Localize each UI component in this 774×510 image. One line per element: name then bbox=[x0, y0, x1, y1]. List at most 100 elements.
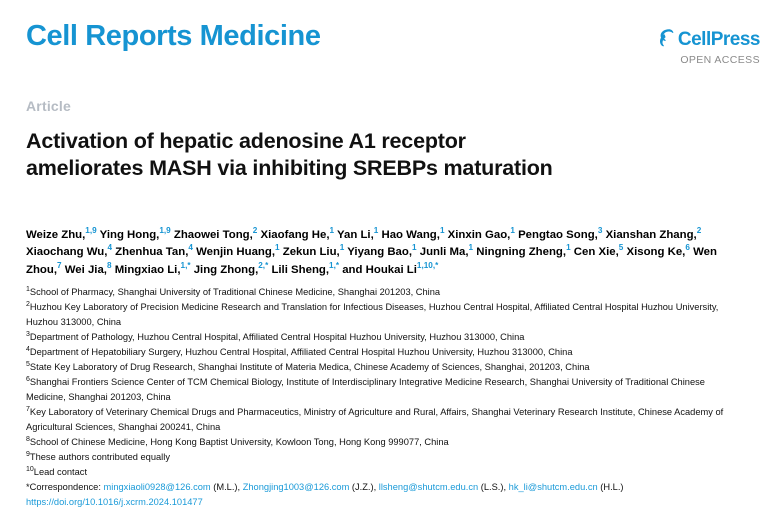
author-name: Wei Jia, bbox=[64, 263, 107, 276]
author-name: Xianshan Zhang, bbox=[605, 228, 697, 241]
title-line-2: ameliorates MASH via inhibiting SREBPs m… bbox=[26, 156, 553, 181]
affiliation-item: 4Department of Hepatobiliary Surgery, Hu… bbox=[26, 345, 746, 360]
author-affiliation-marker: 1 bbox=[510, 225, 515, 235]
author-affiliation-marker: 1 bbox=[468, 243, 474, 253]
affiliation-item: 8School of Chinese Medicine, Hong Kong B… bbox=[26, 435, 746, 450]
author-list: Weize Zhu,1,9 Ying Hong,1,9 Zhaowei Tong… bbox=[0, 197, 742, 280]
author-affiliation-marker: 3 bbox=[597, 225, 603, 235]
affiliation-marker: 7 bbox=[26, 405, 30, 413]
affiliation-marker: 2 bbox=[26, 300, 30, 308]
author-affiliation-marker: 1 bbox=[339, 243, 345, 253]
author-affiliation-marker: 1,10,* bbox=[416, 261, 439, 271]
author-affiliation-marker: 2 bbox=[696, 225, 702, 235]
masthead: Cell Reports Medicine CellPress OPEN ACC… bbox=[0, 0, 774, 78]
affiliation-item: 3Department of Pathology, Huzhou Central… bbox=[26, 330, 746, 345]
affiliations-block: 1School of Pharmacy, Shanghai University… bbox=[0, 280, 760, 510]
affiliation-text: State Key Laboratory of Drug Research, S… bbox=[29, 361, 590, 372]
page-title: Activation of hepatic adenosine A1 recep… bbox=[26, 128, 646, 182]
author-name: Xisong Ke, bbox=[626, 246, 686, 259]
cellpress-wordmark: CellPress bbox=[677, 29, 761, 50]
author-name: Yan Li, bbox=[337, 228, 374, 241]
cellpress-swirl-icon bbox=[656, 27, 675, 52]
affiliation-text: Department of Pathology, Huzhou Central … bbox=[29, 331, 525, 342]
article-type-kicker: Article bbox=[26, 98, 71, 114]
correspondence-initials: (L.S.), bbox=[478, 482, 507, 493]
author-affiliation-marker: 1 bbox=[373, 225, 379, 235]
author-name: Zhaowei Tong, bbox=[173, 228, 253, 241]
correspondence-email[interactable]: Zhongjing1003@126.com bbox=[242, 482, 350, 493]
author-affiliation-marker: 1 bbox=[412, 243, 417, 253]
author-name: Zekun Liu, bbox=[282, 246, 340, 259]
author-affiliation-marker: 4 bbox=[188, 243, 193, 253]
correspondence-initials: (J.Z.), bbox=[349, 482, 377, 493]
affiliation-item: 10Lead contact bbox=[26, 465, 746, 480]
author-name: Ningning Zheng, bbox=[476, 246, 567, 259]
author-affiliation-marker: 1,* bbox=[180, 261, 191, 271]
affiliation-text: Shanghai Frontiers Science Center of TCM… bbox=[26, 376, 705, 402]
correspondence-email[interactable]: mingxiaoli0928@126.com bbox=[103, 482, 211, 493]
author-name: Wenjin Huang, bbox=[196, 246, 275, 259]
affiliation-text: School of Pharmacy, Shanghai University … bbox=[29, 286, 441, 297]
affiliation-text: School of Chinese Medicine, Hong Kong Ba… bbox=[29, 437, 449, 448]
author-affiliation-marker: 5 bbox=[618, 243, 624, 253]
author-name: Junli Ma, bbox=[419, 246, 469, 259]
author-affiliation-marker: 1,* bbox=[329, 261, 340, 271]
author-affiliation-marker: 1,9 bbox=[159, 225, 171, 235]
cellpress-logo[interactable]: CellPress OPEN ACCESS bbox=[656, 27, 761, 66]
affiliation-text: Huzhou Key Laboratory of Precision Medic… bbox=[26, 301, 719, 327]
affiliation-text: These authors contributed equally bbox=[29, 452, 170, 463]
author-affiliation-marker: 2 bbox=[252, 225, 258, 235]
author-name: Pengtao Song, bbox=[518, 228, 598, 241]
affiliation-item: 6Shanghai Frontiers Science Center of TC… bbox=[26, 375, 746, 405]
affiliation-marker: 6 bbox=[26, 375, 30, 383]
author-name: Wen Zhou, bbox=[26, 246, 717, 276]
affiliation-text: Lead contact bbox=[33, 467, 88, 478]
article-header: Article Activation of hepatic adenosine … bbox=[0, 78, 774, 182]
author-name: Jing Zhong, bbox=[193, 263, 259, 276]
author-name: Hao Wang, bbox=[381, 228, 440, 241]
affiliation-marker: 10 bbox=[26, 466, 34, 474]
author-affiliation-marker: 1 bbox=[275, 243, 280, 253]
author-affiliation-marker: 1 bbox=[329, 225, 335, 235]
author-name: Xinxin Gao, bbox=[447, 228, 511, 241]
affiliation-item: 2Huzhou Key Laboratory of Precision Medi… bbox=[26, 300, 746, 330]
author-affiliation-marker: 2,* bbox=[258, 261, 269, 271]
author-affiliation-marker: 7 bbox=[57, 261, 62, 271]
affiliation-text: Department of Hepatobiliary Surgery, Huz… bbox=[29, 346, 573, 357]
title-line-1: Activation of hepatic adenosine A1 recep… bbox=[26, 129, 466, 154]
correspondence-label: *Correspondence: bbox=[26, 482, 104, 493]
correspondence-initials: (M.L.), bbox=[210, 482, 241, 493]
author-name: Weize Zhu, bbox=[26, 228, 86, 241]
author-name: Xiaochang Wu, bbox=[26, 246, 108, 259]
author-name: Yiyang Bao, bbox=[347, 246, 413, 259]
affiliation-item: 9These authors contributed equally bbox=[26, 450, 746, 465]
author-name: Zhenhua Tan, bbox=[115, 246, 189, 259]
author-affiliation-marker: 4 bbox=[107, 243, 112, 253]
affiliation-marker: 5 bbox=[26, 360, 30, 368]
author-name: Xiaofang He, bbox=[260, 228, 330, 241]
open-access-label: OPEN ACCESS bbox=[680, 54, 760, 66]
affiliation-item: 5State Key Laboratory of Drug Research, … bbox=[26, 360, 746, 375]
correspondence-email[interactable]: llsheng@shutcm.edu.cn bbox=[378, 482, 479, 493]
author-name: Ying Hong, bbox=[99, 228, 160, 241]
affiliation-item: 1School of Pharmacy, Shanghai University… bbox=[26, 285, 746, 300]
author-affiliation-marker: 6 bbox=[685, 243, 690, 253]
correspondence-email[interactable]: hk_li@shutcm.edu.cn bbox=[508, 482, 598, 493]
author-affiliation-marker: 1,9 bbox=[85, 225, 97, 235]
author-affiliation-marker: 8 bbox=[106, 261, 112, 271]
author-name: and Houkai Li bbox=[342, 263, 417, 276]
correspondence-initials: (H.L.) bbox=[597, 482, 624, 493]
affiliation-text: Key Laboratory of Veterinary Chemical Dr… bbox=[26, 406, 724, 432]
affiliation-marker: 8 bbox=[26, 435, 30, 443]
journal-title: Cell Reports Medicine bbox=[26, 20, 321, 52]
affiliation-marker: 4 bbox=[26, 345, 30, 353]
author-affiliation-marker: 1 bbox=[566, 243, 571, 253]
author-name: Lili Sheng, bbox=[271, 263, 330, 276]
affiliation-item: 7Key Laboratory of Veterinary Chemical D… bbox=[26, 405, 746, 435]
author-name: Cen Xie, bbox=[573, 246, 619, 259]
affiliation-marker: 9 bbox=[26, 450, 30, 458]
affiliation-marker: 1 bbox=[26, 285, 30, 293]
affiliation-marker: 3 bbox=[26, 330, 30, 338]
doi-link[interactable]: https://doi.org/10.1016/j.xcrm.2024.1014… bbox=[26, 497, 203, 508]
author-name: Mingxiao Li, bbox=[114, 263, 181, 276]
